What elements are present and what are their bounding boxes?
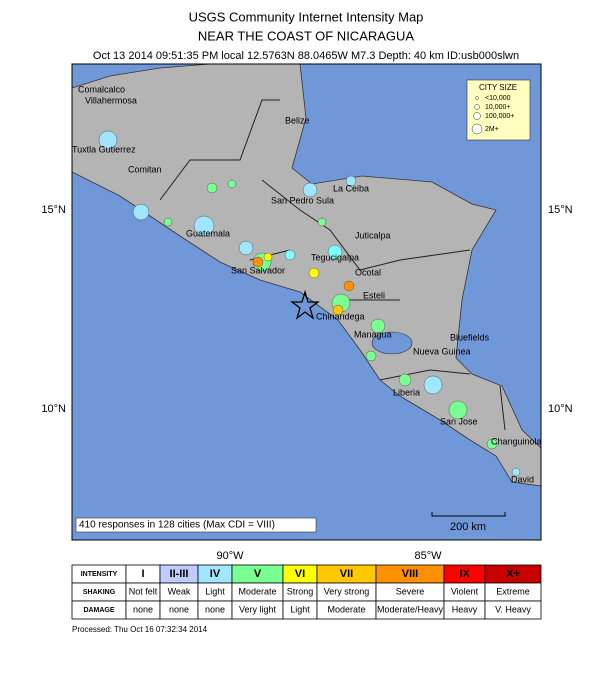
table-text: Strong (287, 586, 314, 596)
table-text: Weak (168, 586, 191, 596)
table-text: Light (205, 586, 225, 596)
responses-box (75, 517, 317, 533)
table-text: Moderate/Heavy (377, 604, 444, 614)
city-label: Bluefields (450, 332, 490, 342)
table-text: none (205, 604, 225, 614)
city-label: David (511, 474, 534, 484)
city-size-label: 10,000+ (485, 104, 511, 111)
city-size-symbol (471, 123, 483, 135)
city-size-label: 2M+ (485, 126, 499, 133)
row-label: DAMAGE (83, 607, 114, 614)
table-text: VIII (402, 568, 419, 580)
city-size-label: <10,000 (485, 95, 511, 102)
scale: 200 km (450, 521, 486, 533)
city-label: Managua (354, 329, 392, 339)
table-text: Moderate (327, 604, 365, 614)
scale-bar (431, 512, 506, 517)
city-size-symbol (475, 96, 479, 100)
row-label: INTENSITY (81, 571, 118, 578)
table-text: IV (210, 568, 221, 580)
responses-circles (98, 130, 521, 477)
city-size-title: CITY SIZE (479, 83, 517, 92)
table-text: Extreme (496, 586, 530, 596)
latitude-label: 10°N (41, 403, 66, 415)
frame (71, 63, 542, 541)
city-label: Esteli (363, 290, 385, 300)
table-text: Heavy (452, 604, 478, 614)
table-text: X+ (506, 568, 520, 580)
city-label: Comitan (128, 164, 162, 174)
city-label: Juticalpa (355, 230, 391, 240)
table-text: Violent (451, 586, 479, 596)
table-text: V. Heavy (495, 604, 531, 614)
city-label: Changuinola (491, 436, 542, 446)
city-label: Tuxtla Gutierrez (72, 144, 136, 154)
city-label: Guatemala (186, 228, 230, 238)
city-label: Tegucigalpa (311, 252, 359, 262)
table-text: V (254, 568, 262, 580)
table-text: Not felt (129, 586, 158, 596)
title: USGS Community Internet Intensity Map (189, 9, 424, 24)
row-label: SHAKING (83, 589, 116, 596)
footer: Processed: Thu Oct 16 07:32:34 2014 (72, 625, 208, 634)
city-label: Belize (285, 115, 310, 125)
subtitle: NEAR THE COAST OF NICARAGUA (198, 28, 415, 43)
table-text: IX (459, 568, 470, 580)
city-label: Comalcalco (78, 84, 125, 94)
city-label: San Jose (440, 416, 478, 426)
table-text: none (133, 604, 153, 614)
latitude-label: 15°N (548, 204, 573, 216)
table-text: Very light (239, 604, 277, 614)
city-size-symbol (473, 112, 481, 120)
latitude-label: 15°N (41, 204, 66, 216)
city-label: Chinandega (316, 311, 365, 321)
longitude-label: 90°W (216, 550, 244, 562)
responses: 410 responses in 128 cities (Max CDI = V… (79, 520, 275, 531)
city-label: Villahermosa (85, 95, 137, 105)
table-text: Severe (396, 586, 425, 596)
table-text: VII (340, 568, 353, 580)
table-cell (484, 600, 542, 620)
epicenter (290, 289, 320, 320)
longitude-label: 85°W (414, 550, 442, 562)
latitude-label: 10°N (548, 403, 573, 415)
city-size-label: 100,000+ (485, 113, 514, 120)
table-text: Light (290, 604, 310, 614)
city-label: La Ceiba (333, 183, 369, 193)
table-text: Moderate (238, 586, 276, 596)
city-label: Nueva Guinea (413, 346, 471, 356)
table-text: I (141, 568, 144, 580)
table-text: Very strong (324, 586, 370, 596)
lake (371, 331, 413, 355)
table-text: VI (295, 568, 305, 580)
city-label: San Pedro Sula (271, 195, 334, 205)
table-text: II-III (170, 568, 189, 580)
info: Oct 13 2014 09:51:35 PM local 12.5763N 8… (93, 50, 519, 62)
city-size-symbol (474, 104, 480, 110)
city-label: Liberia (393, 387, 420, 397)
city-label: Ocotal (355, 267, 381, 277)
city-label: San Salvador (231, 265, 285, 275)
table-text: none (169, 604, 189, 614)
